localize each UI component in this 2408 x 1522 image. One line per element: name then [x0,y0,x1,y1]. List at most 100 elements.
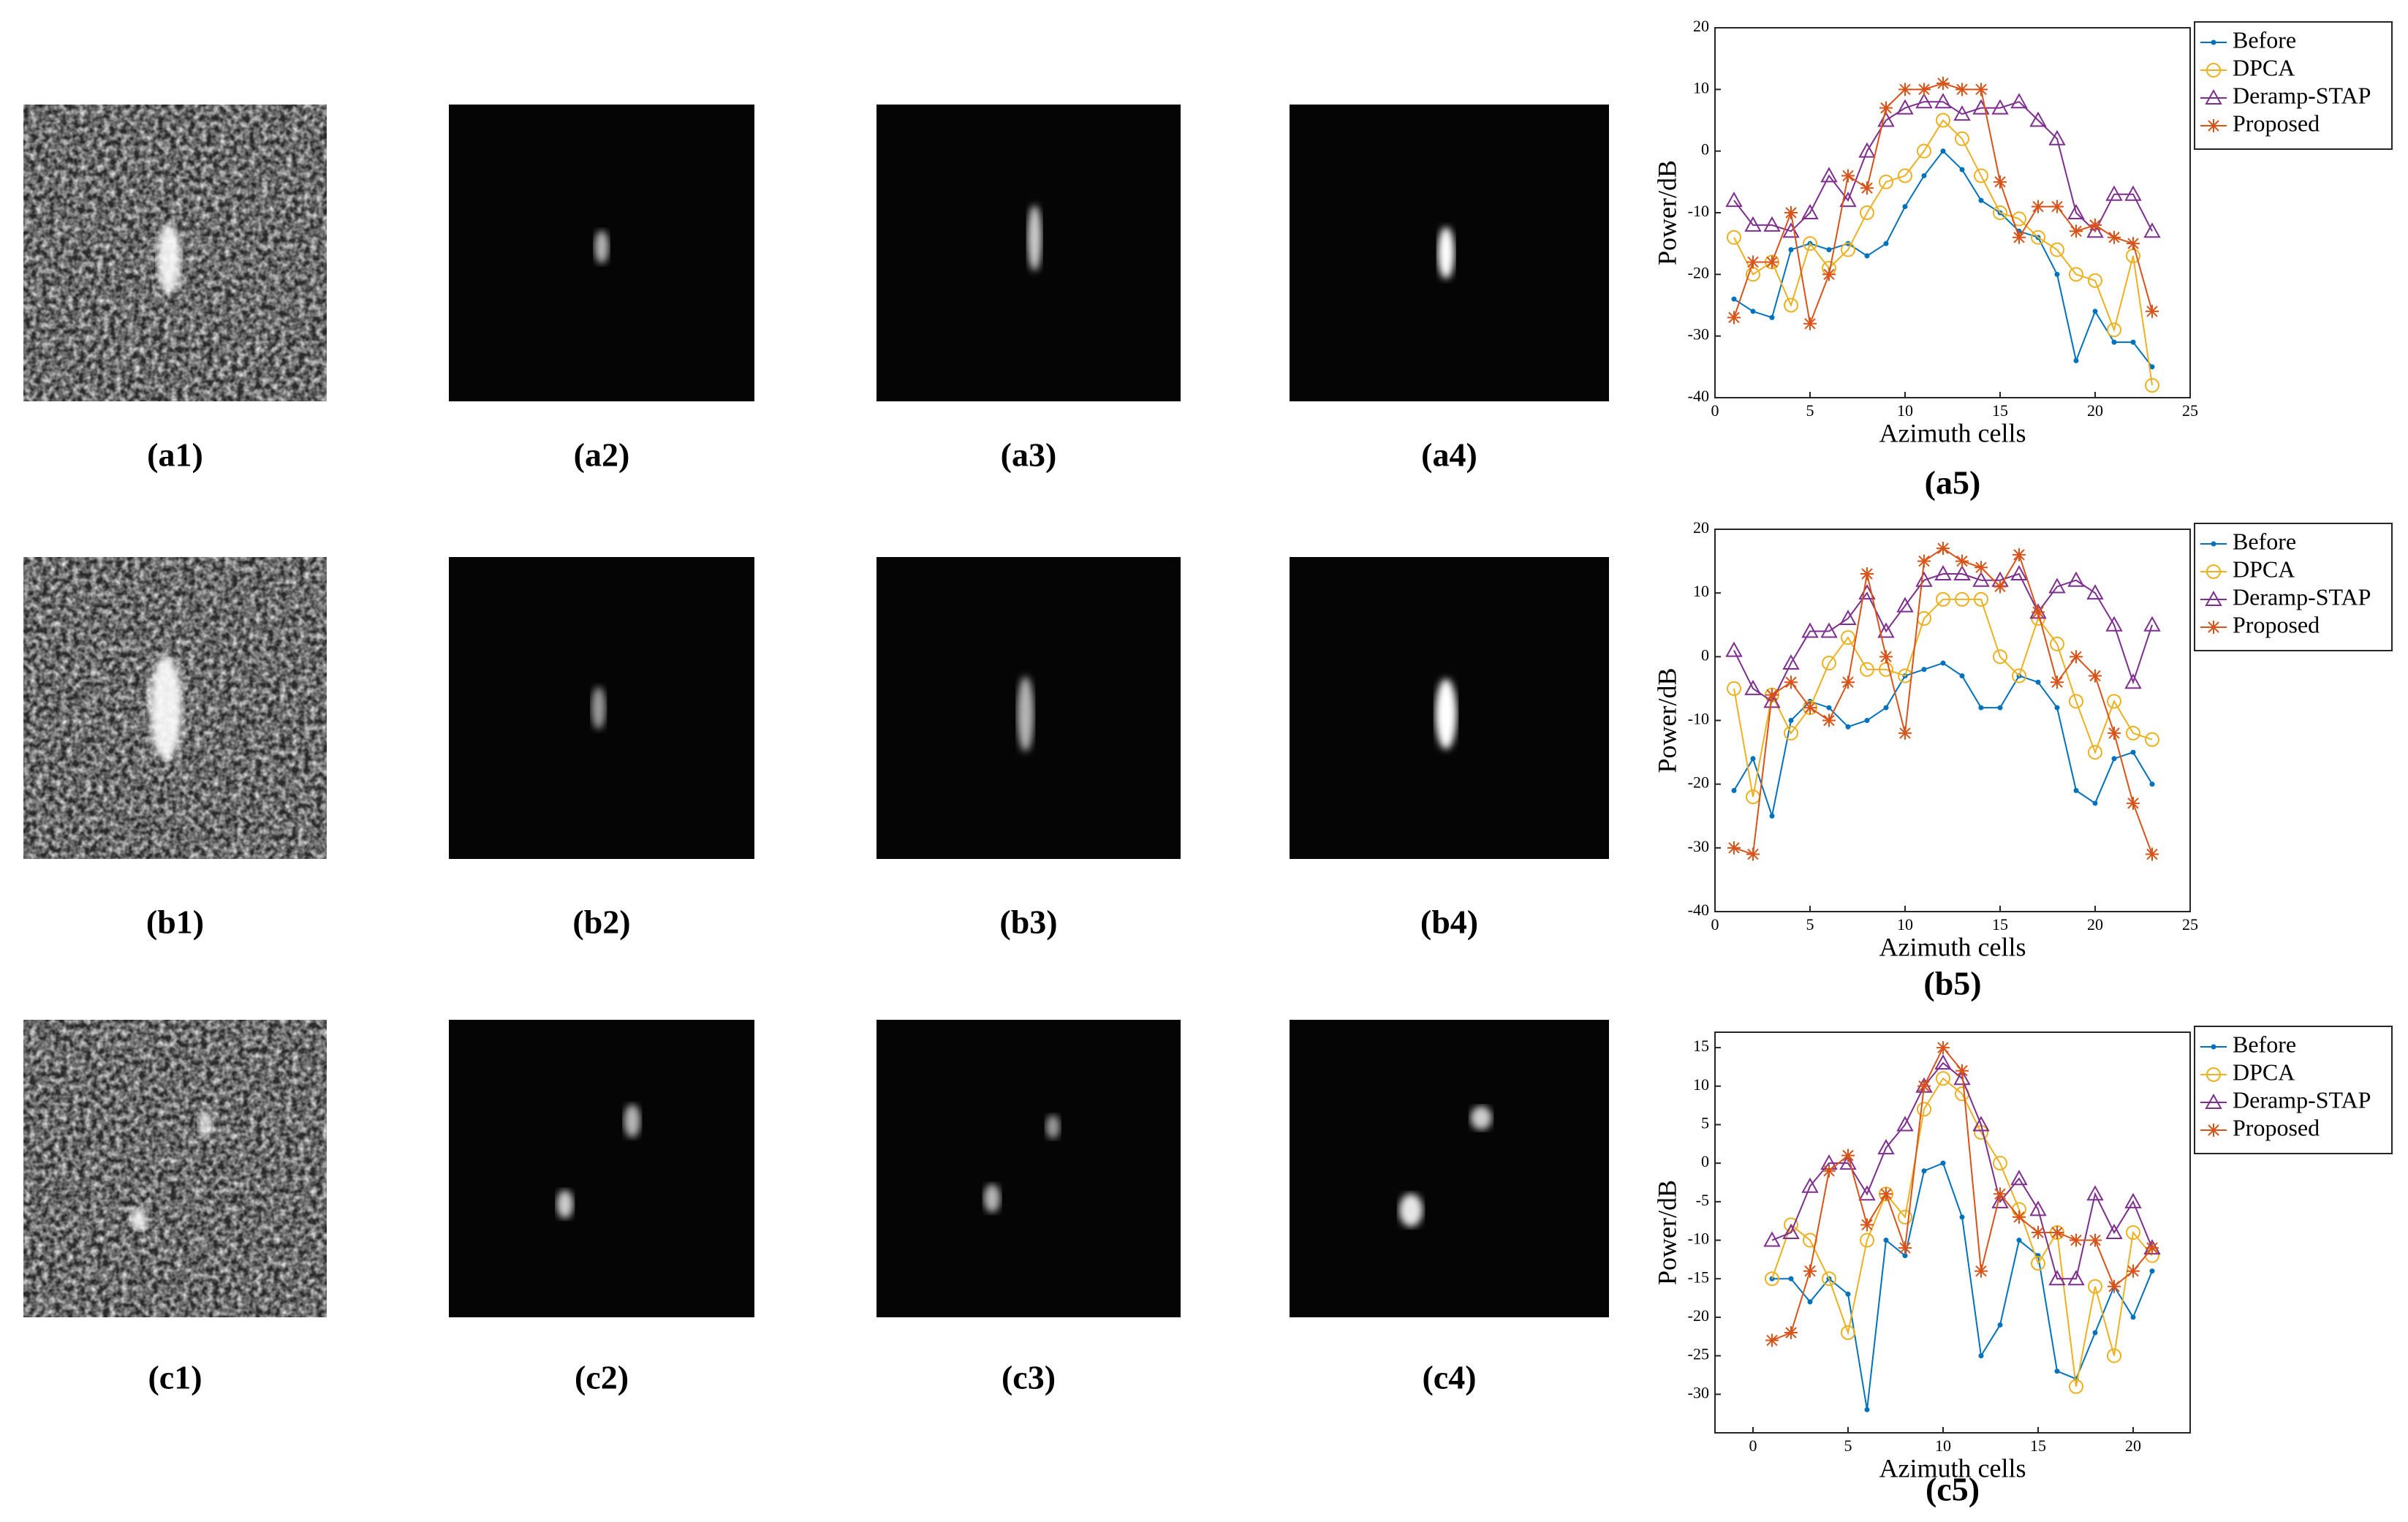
marker-circle [1974,168,1988,183]
chart-caption: (c5) [1926,1471,1980,1508]
data-point [2092,308,2098,314]
marker-triangle [2124,673,2142,689]
data-point [1860,181,1874,195]
marker-star [2089,669,2102,683]
marker-star [1917,554,1931,568]
marker-star [1955,1064,1969,1078]
marker-dot [2111,756,2117,762]
marker-triangle [1991,1192,2009,1208]
data-point [1826,247,1832,253]
data-point [1744,216,1762,232]
data-point [1934,1054,1952,1070]
marker-star [1803,1264,1817,1278]
data-point [2069,694,2083,709]
data-point [2070,224,2083,238]
marker-triangle [1953,1069,1971,1086]
marker-circle [1917,143,1931,159]
data-point [1955,1064,1969,1078]
marker-star [1936,542,1950,556]
data-point [1731,787,1737,793]
data-point [1822,268,1836,281]
data-point [1940,660,1946,666]
data-point [1841,1148,1855,1162]
y-tick-label: 0 [1701,140,1709,159]
marker-triangle [1782,1223,1800,1239]
data-point [1993,205,2007,220]
data-point [1959,1214,1965,1220]
data-point [1858,1185,1876,1201]
marker-star [1936,76,1950,90]
data-point [1921,173,1927,178]
marker-dot [1940,660,1946,666]
marker-triangle [2086,1185,2104,1201]
data-point [1864,253,1870,259]
data-point [2145,732,2159,747]
series-line [1733,662,2153,819]
marker-triangle [2048,129,2066,145]
marker-circle [1841,1325,1855,1340]
data-point [2127,796,2140,810]
marker-dot [2016,1238,2022,1243]
data-point [1746,847,1760,861]
marker-star [1727,841,1741,855]
x-tick-label: 15 [2030,1436,2046,1455]
marker-triangle [2205,590,2222,606]
marker-dot [1940,148,1946,154]
data-point [1959,167,1965,173]
marker-dot [2149,1268,2155,1274]
data-point [2145,378,2159,393]
y-tick-label: 10 [1693,582,1709,600]
marker-dot [2211,541,2216,547]
marker-star [1975,83,1988,96]
data-point [2089,1233,2102,1247]
marker-circle [1727,681,1741,696]
data-point [1955,83,1969,96]
marker-star [1765,255,1779,269]
marker-circle [2069,1379,2083,1394]
marker-star [1994,175,2007,189]
marker-triangle [1839,192,1857,208]
marker-star [1727,311,1741,325]
data-point [1801,1177,1819,1193]
data-point [1803,236,1817,251]
marker-dot [1826,247,1832,253]
y-tick-label: -15 [1688,1268,1709,1286]
marker-circle [1955,131,1969,146]
data-point [2105,185,2123,201]
data-point [2146,847,2159,861]
data-point [1727,841,1741,855]
marker-star [1994,580,2007,594]
data-point [2086,1185,2104,1201]
marker-triangle [2124,1192,2142,1208]
marker-triangle [1877,1139,1895,1155]
data-point [2086,222,2104,238]
marker-star [1860,181,1874,195]
legend-label: Deramp-STAP [2233,583,2371,610]
y-tick-label: -30 [1688,837,1709,855]
legend-label: Before [2233,26,2296,53]
data-point [1917,1079,1931,1093]
data-point [1936,542,1950,556]
data-point [2130,339,2136,345]
marker-circle [2031,1256,2045,1271]
marker-star [2108,726,2121,740]
data-point [2031,1256,2045,1271]
data-point [2111,339,2117,345]
data-point [2010,93,2028,109]
data-point [1803,317,1817,330]
marker-dot [2073,787,2079,793]
data-point [2032,605,2045,619]
marker-star [2070,1233,2083,1247]
data-point [1841,1325,1855,1340]
image-spot [1399,1194,1423,1227]
data-point [1972,571,1990,587]
data-point [1826,705,1832,711]
data-point [1877,111,1895,127]
marker-circle [2088,1279,2102,1294]
data-point [2088,273,2102,288]
image-spot [624,1104,640,1137]
marker-star [1784,206,1798,219]
data-point [1725,192,1743,208]
marker-dot [2111,339,2117,345]
